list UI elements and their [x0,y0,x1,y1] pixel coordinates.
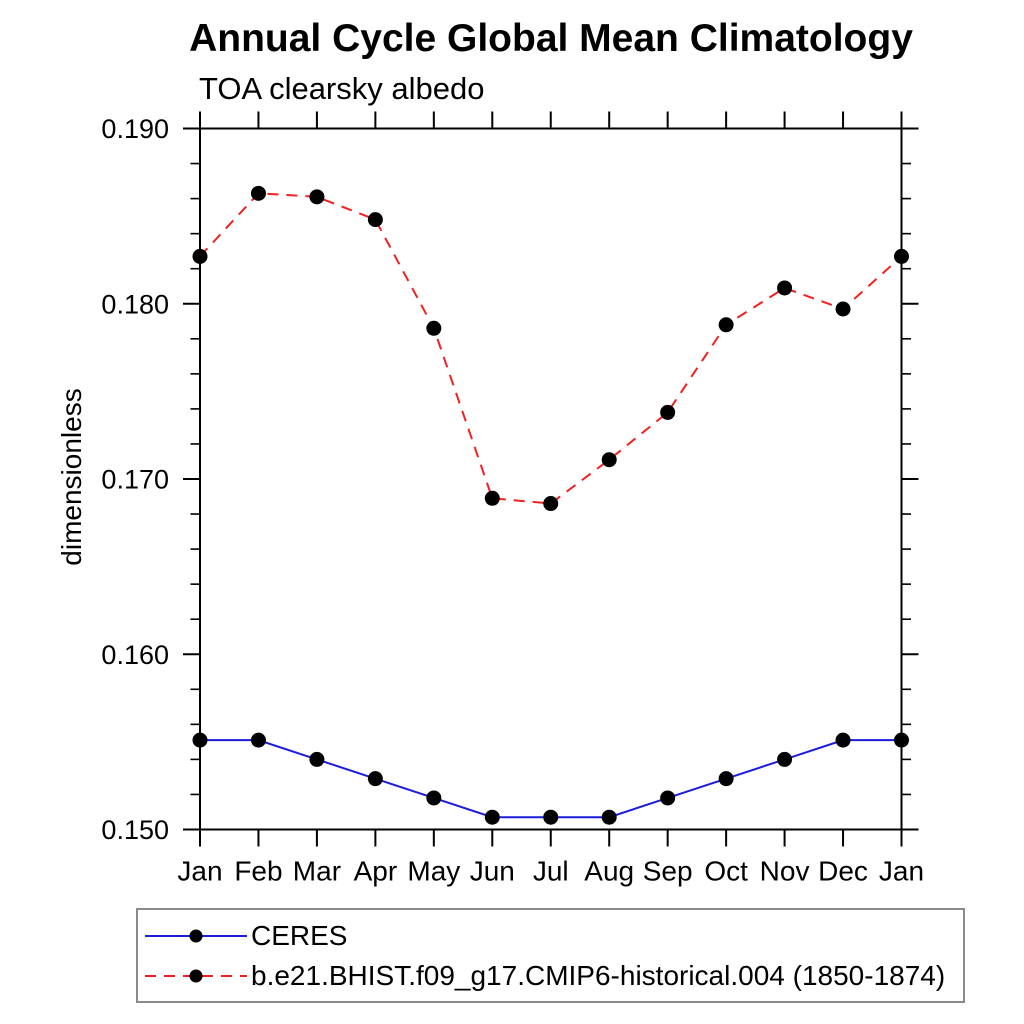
svg-text:Sep: Sep [643,856,693,887]
model-line-swatch [145,969,247,982]
series-markers-model [192,185,909,512]
x-tick-labels: Jan Feb Mar Apr May Jun Jul Aug Sep Oct Nov Dec Jan [177,856,924,887]
svg-text:0.150: 0.150 [101,815,169,845]
svg-text:Jan: Jan [177,856,222,887]
plot-frame [199,127,903,831]
ceres-line-swatch [145,929,247,942]
y-tick-labels: 0.190 0.180 0.170 0.160 0.150 [101,114,169,845]
legend: CERES b.e21.BHIST.f09_g17.CMIP6-historic… [136,908,965,1003]
legend-item-model: b.e21.BHIST.f09_g17.CMIP6-historical.004… [143,956,963,996]
svg-text:May: May [407,856,460,887]
svg-text:Feb: Feb [234,856,282,887]
svg-text:0.180: 0.180 [101,289,169,319]
plot-subtitle: TOA clearsky albedo [199,71,485,106]
axis-minor-ticks [190,162,911,796]
svg-text:Dec: Dec [818,856,868,887]
page-title: Annual Cycle Global Mean Climatology [189,17,913,60]
svg-text:0.160: 0.160 [101,640,169,670]
svg-text:0.190: 0.190 [101,114,169,144]
svg-text:0.170: 0.170 [101,465,169,495]
svg-text:Jul: Jul [533,856,569,887]
axis-ticks [183,111,919,847]
legend-label-model: b.e21.BHIST.f09_g17.CMIP6-historical.004… [251,959,946,991]
series-line-model [199,192,903,505]
svg-text:Mar: Mar [293,856,341,887]
series-markers-ceres [192,732,909,825]
legend-label-ceres: CERES [251,919,348,951]
series-line-ceres [200,739,902,819]
legend-item-ceres: CERES [143,916,963,956]
svg-text:Jun: Jun [470,856,515,887]
svg-text:Nov: Nov [760,856,810,887]
svg-text:Oct: Oct [704,856,748,887]
svg-text:Apr: Apr [354,856,398,887]
svg-text:Aug: Aug [584,856,634,887]
svg-text:Jan: Jan [879,856,924,887]
